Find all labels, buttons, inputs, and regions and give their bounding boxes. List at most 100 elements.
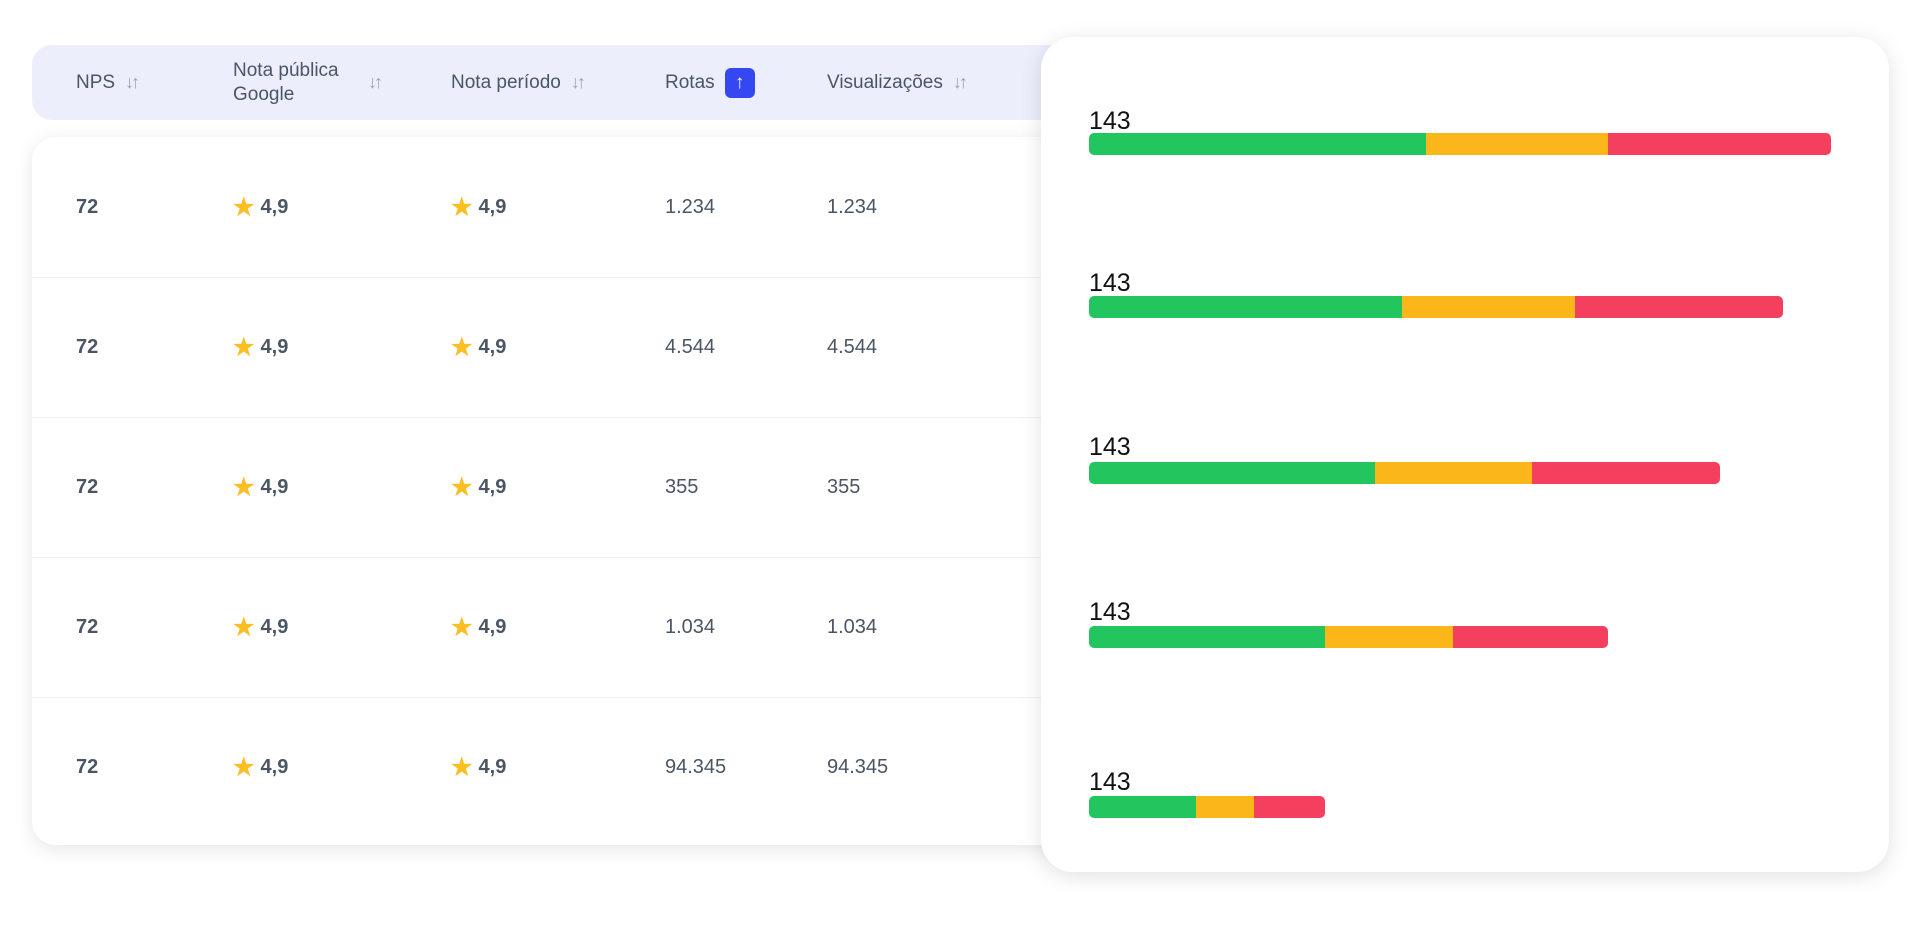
promoters-segment — [1089, 462, 1376, 484]
column-label: Nota pública Google — [233, 59, 339, 105]
cell-value: 1.234 — [665, 195, 716, 218]
table-row[interactable]: 72 ★ 4,9 ★ 4,9 1.034 1.034 — [32, 557, 1092, 698]
cell-value: 4.544 — [827, 335, 878, 358]
neutrals-segment — [1402, 296, 1575, 318]
sort-icon[interactable]: ↓↑ — [952, 72, 968, 92]
cell-value: 355 — [665, 475, 699, 498]
cell-value: 4,9 — [260, 615, 289, 638]
table-header: NPS ↓↑ Nota pública Google ↓↑ Nota perío… — [32, 45, 1092, 120]
cell-value: 72 — [76, 335, 99, 358]
bar-label: 143 — [1089, 433, 1131, 461]
stacked-bar — [1089, 462, 1721, 484]
star-icon: ★ — [233, 333, 255, 361]
table-row[interactable]: 72 ★ 4,9 ★ 4,9 1.234 1.234 — [32, 137, 1092, 278]
cell-nota-publica-google: ★ 4,9 — [233, 557, 288, 697]
star-icon: ★ — [451, 473, 473, 501]
cell-nota-periodo: ★ 4,9 — [451, 557, 506, 697]
neutrals-segment — [1375, 462, 1532, 484]
bar-label: 143 — [1089, 107, 1131, 135]
cell-value: 72 — [76, 475, 99, 498]
column-header-visualizacoes[interactable]: Visualizações ↓↑ — [827, 45, 968, 120]
detractors-segment — [1453, 626, 1608, 648]
star-icon: ★ — [451, 613, 473, 641]
cell-rotas: 1.034 — [665, 557, 715, 697]
column-header-rotas[interactable]: Rotas ↑ — [665, 45, 755, 120]
cell-value: 4,9 — [260, 755, 289, 778]
nps-distribution-card: 143 143 143 143 143 — [1041, 37, 1889, 872]
neutrals-segment — [1324, 626, 1454, 648]
cell-nps: 72 — [76, 557, 98, 697]
cell-rotas: 1.234 — [665, 137, 715, 277]
cell-nota-periodo: ★ 4,9 — [451, 277, 506, 417]
cell-value: 1.234 — [827, 195, 878, 218]
cell-nps: 72 — [76, 697, 98, 837]
star-icon: ★ — [451, 333, 473, 361]
cell-value: 4,9 — [260, 475, 289, 498]
cell-nota-publica-google: ★ 4,9 — [233, 417, 288, 557]
bar-label: 143 — [1089, 269, 1131, 297]
sort-icon[interactable]: ↓↑ — [368, 72, 383, 92]
table-row[interactable]: 72 ★ 4,9 ★ 4,9 4.544 4.544 — [32, 277, 1092, 418]
neutrals-segment — [1425, 133, 1609, 155]
column-label: Rotas — [665, 71, 715, 93]
cell-nota-periodo: ★ 4,9 — [451, 417, 506, 557]
column-header-nps[interactable]: NPS ↓↑ — [76, 45, 140, 120]
column-label: Visualizações — [827, 71, 943, 93]
star-icon: ★ — [233, 473, 255, 501]
promoters-segment — [1089, 296, 1403, 318]
cell-value: 4,9 — [478, 615, 507, 638]
table-row[interactable]: 72 ★ 4,9 ★ 4,9 355 355 — [32, 417, 1092, 558]
detractors-segment — [1531, 462, 1721, 484]
cell-value: 94.345 — [827, 755, 889, 778]
cell-value: 72 — [76, 195, 99, 218]
cell-visualizacoes: 1.234 — [827, 137, 877, 277]
data-table: 72 ★ 4,9 ★ 4,9 1.234 1.234 72 ★ 4,9 ★ 4,9 4.544 4.544… — [32, 137, 1092, 845]
column-header-nota-publica-google[interactable]: Nota pública Google ↓↑ — [233, 45, 383, 120]
column-header-nota-periodo[interactable]: Nota período ↓↑ — [451, 45, 586, 120]
detractors-segment — [1574, 296, 1784, 318]
cell-value: 4,9 — [478, 755, 507, 778]
cell-rotas: 355 — [665, 417, 698, 557]
star-icon: ★ — [451, 193, 473, 221]
cell-nota-publica-google: ★ 4,9 — [233, 137, 288, 277]
neutrals-segment — [1195, 796, 1254, 818]
cell-nota-periodo: ★ 4,9 — [451, 137, 506, 277]
bar-label: 143 — [1089, 598, 1131, 626]
stacked-bar — [1089, 296, 1784, 318]
cell-visualizacoes: 1.034 — [827, 557, 877, 697]
cell-value: 4.544 — [665, 335, 716, 358]
cell-value: 72 — [76, 615, 99, 638]
cell-nps: 72 — [76, 277, 98, 417]
sort-icon[interactable]: ↓↑ — [125, 72, 140, 92]
star-icon: ★ — [451, 753, 473, 781]
star-icon: ★ — [233, 753, 255, 781]
cell-value: 4,9 — [478, 335, 507, 358]
promoters-segment — [1089, 626, 1325, 648]
cell-nps: 72 — [76, 417, 98, 557]
cell-value: 355 — [827, 475, 861, 498]
cell-value: 4,9 — [260, 195, 289, 218]
cell-value: 94.345 — [665, 755, 727, 778]
star-icon: ★ — [233, 613, 255, 641]
cell-value: 1.034 — [827, 615, 878, 638]
stacked-bar — [1089, 796, 1325, 818]
cell-rotas: 4.544 — [665, 277, 715, 417]
detractors-segment — [1608, 133, 1831, 155]
cell-nota-publica-google: ★ 4,9 — [233, 277, 288, 417]
sort-icon[interactable]: ↓↑ — [570, 72, 586, 92]
cell-nota-periodo: ★ 4,9 — [451, 697, 506, 837]
cell-value: 72 — [76, 755, 99, 778]
cell-value: 4,9 — [478, 475, 507, 498]
cell-visualizacoes: 94.345 — [827, 697, 888, 837]
detractors-segment — [1253, 796, 1325, 818]
cell-nota-publica-google: ★ 4,9 — [233, 697, 288, 837]
stacked-bar — [1089, 626, 1608, 648]
column-label: Nota período — [451, 71, 561, 93]
stacked-bar — [1089, 133, 1831, 155]
column-label: NPS — [76, 71, 116, 93]
cell-visualizacoes: 355 — [827, 417, 860, 557]
table-row[interactable]: 72 ★ 4,9 ★ 4,9 94.345 94.345 — [32, 697, 1092, 837]
sort-ascending-icon[interactable]: ↑ — [724, 67, 755, 98]
cell-rotas: 94.345 — [665, 697, 726, 837]
cell-value: 1.034 — [665, 615, 716, 638]
